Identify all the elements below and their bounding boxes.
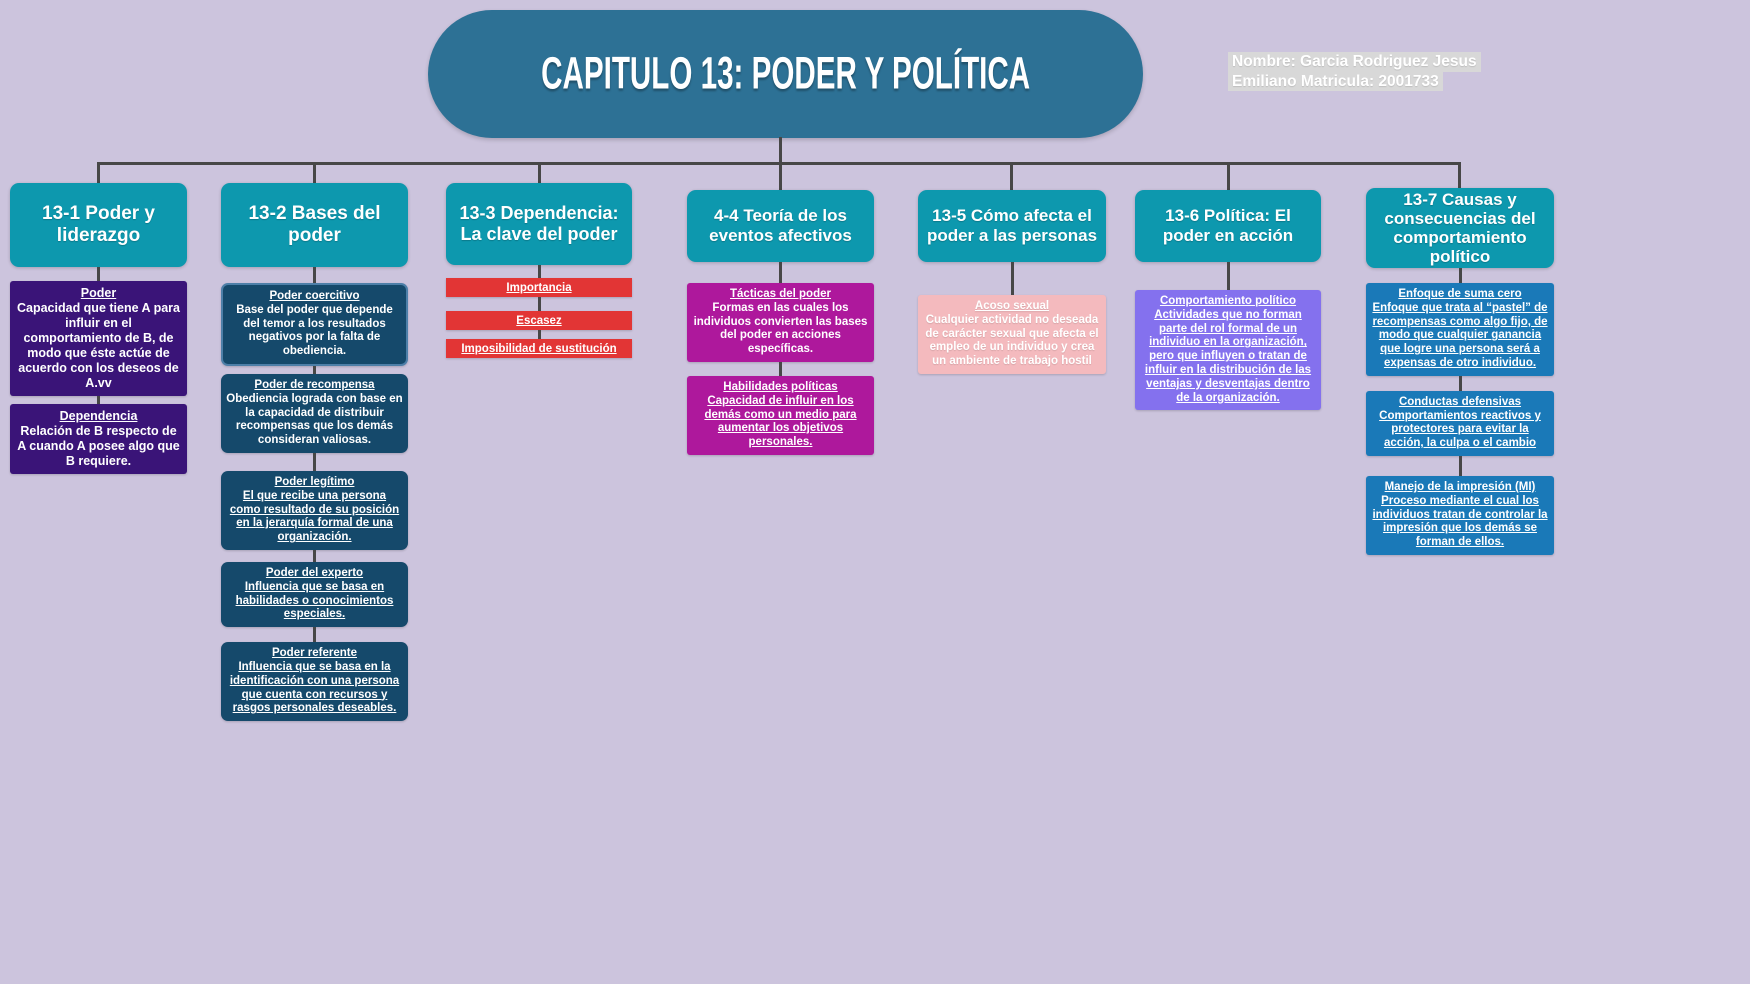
concept-box-comportamiento-politico: Comportamiento político Actividades que … [1135, 290, 1321, 411]
connector-segment [779, 262, 782, 283]
concept-box-habilidades-politicas: Habilidades políticas Capacidad de influ… [687, 375, 874, 455]
factor-bar-escasez: Escasez [446, 311, 632, 330]
branch-header-13-2: 13-2 Bases del poder [221, 183, 408, 267]
branch-4-4: 4-4 Teoría de los eventos afectivos Táct… [687, 190, 874, 455]
student-name-line1: Nombre: Garcia Rodriguez Jesus [1228, 52, 1481, 72]
branch-header-13-3: 13-3 Dependencia: La clave del poder [446, 183, 632, 265]
connector-segment [779, 361, 782, 376]
connector-drop-4 [779, 162, 782, 190]
main-title: CAPITULO 13: PODER Y POLÍTICA [540, 48, 1031, 99]
connector-segment [537, 297, 541, 311]
connector-segment [1458, 375, 1462, 391]
connector-segment [1458, 268, 1462, 283]
concept-box-acoso-sexual: Acoso sexual Cualquier actividad no dese… [918, 295, 1106, 374]
student-name-line2: Emiliano Matricula: 2001733 [1228, 71, 1443, 91]
connector-segment [97, 267, 100, 281]
connector-horizontal [97, 162, 1460, 165]
connector-segment [1458, 455, 1462, 476]
connector-segment [313, 365, 316, 374]
connector-segment [537, 330, 541, 339]
concept-box-poder-de-recompensa: Poder de recompensa Obediencia lograda c… [221, 373, 408, 453]
factor-bar-imposibilidad: Imposibilidad de sustitución [446, 339, 632, 358]
concept-box-poder: Poder Capacidad que tiene A para influir… [10, 281, 187, 396]
connector-drop-2 [313, 162, 316, 183]
branch-13-2: 13-2 Bases del poder Poder coercitivo Ba… [221, 183, 408, 722]
connector-segment [313, 267, 316, 283]
concept-box-conductas-defensivas: Conductas defensivas Comportamientos rea… [1366, 390, 1554, 456]
concept-box-dependencia: Dependencia Relación de B respecto de A … [10, 404, 187, 474]
connector-segment [537, 265, 541, 278]
branch-13-3: 13-3 Dependencia: La clave del poder Imp… [446, 183, 632, 358]
concept-box-manejo-de-la-impresion: Manejo de la impresión (MI) Proceso medi… [1366, 475, 1554, 555]
concept-box-tacticas-del-poder: Tácticas del poder Formas en las cuales … [687, 283, 874, 362]
concept-box-poder-referente: Poder referente Influencia que se basa e… [221, 642, 408, 722]
connector-segment [97, 396, 100, 404]
concept-box-poder-legitimo: Poder legítimo El que recibe una persona… [221, 470, 408, 550]
connector-segment [313, 452, 316, 471]
connector-segment [1226, 262, 1230, 290]
connector-root-stub [779, 137, 782, 164]
student-credit: Nombre: Garcia Rodriguez Jesus Emiliano … [1228, 52, 1481, 91]
main-title-node: CAPITULO 13: PODER Y POLÍTICA [428, 10, 1143, 138]
connector-segment [313, 549, 316, 562]
connector-drop-6 [1227, 162, 1230, 190]
concept-box-enfoque-de-suma-cero: Enfoque de suma cero Enfoque que trata a… [1366, 283, 1554, 376]
concept-box-poder-del-experto: Poder del experto Influencia que se basa… [221, 561, 408, 628]
branch-13-6: 13-6 Política: El poder en acción Compor… [1135, 190, 1321, 411]
branch-13-7: 13-7 Causas y consecuencias del comporta… [1366, 188, 1554, 555]
branch-13-5: 13-5 Cómo afecta el poder a las personas… [918, 190, 1106, 374]
connector-drop-3 [538, 162, 541, 183]
connector-drop-5 [1010, 162, 1013, 190]
connector-drop-7 [1458, 162, 1461, 188]
factor-bar-importancia: Importancia [446, 278, 632, 297]
branch-header-13-7: 13-7 Causas y consecuencias del comporta… [1366, 188, 1554, 268]
branch-13-1: 13-1 Poder y liderazgo Poder Capacidad q… [10, 183, 187, 474]
concept-box-poder-coercitivo: Poder coercitivo Base del poder que depe… [221, 283, 408, 366]
branch-header-4-4: 4-4 Teoría de los eventos afectivos [687, 190, 874, 262]
connector-segment [313, 627, 316, 643]
branch-header-13-6: 13-6 Política: El poder en acción [1135, 190, 1321, 262]
branch-header-13-1: 13-1 Poder y liderazgo [10, 183, 187, 267]
branch-header-13-5: 13-5 Cómo afecta el poder a las personas [918, 190, 1106, 262]
connector-segment [1010, 262, 1014, 295]
connector-drop-1 [97, 162, 100, 183]
